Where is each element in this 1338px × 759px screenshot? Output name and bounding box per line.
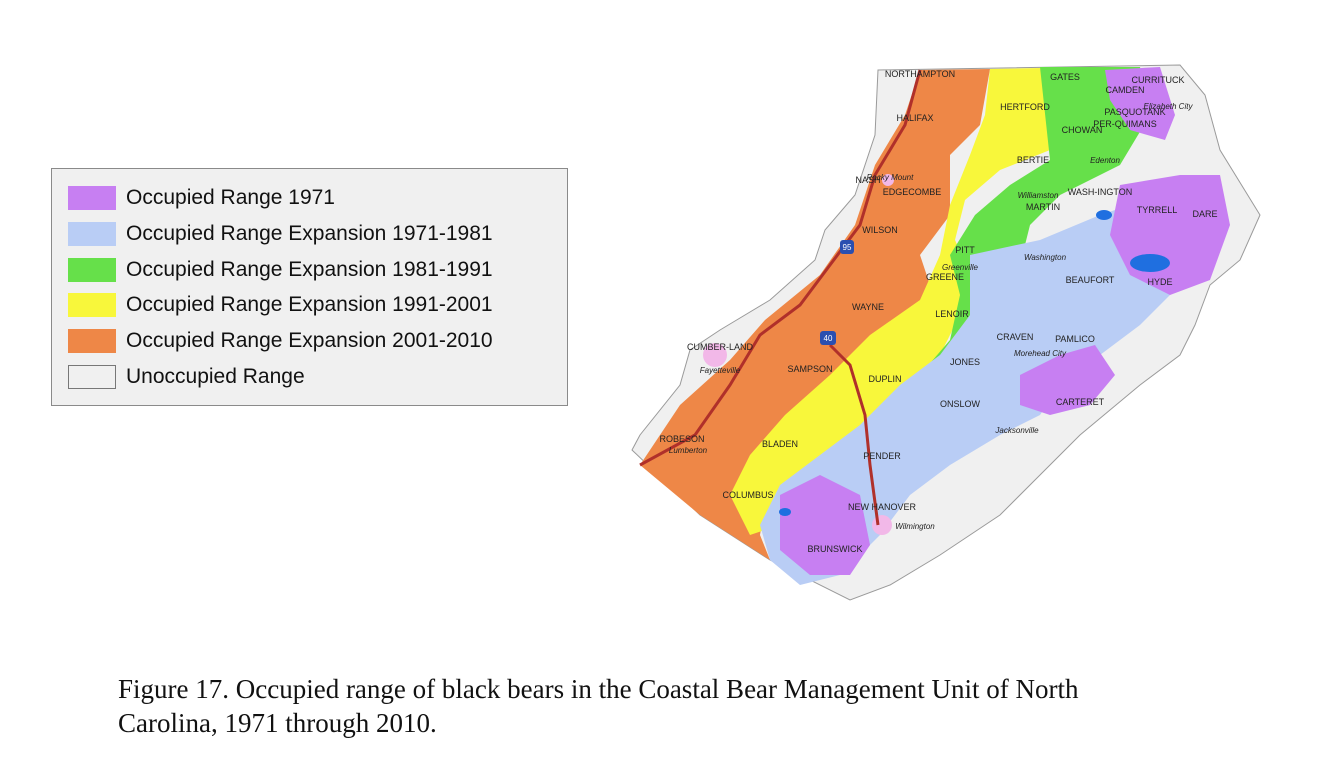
legend-item-1971: Occupied Range 1971 <box>68 183 335 213</box>
county-label: DARE <box>1192 209 1217 219</box>
county-label: SAMPSON <box>787 364 832 374</box>
legend-label: Occupied Range Expansion 1971-1981 <box>126 222 493 245</box>
lake-phelps <box>1096 210 1112 220</box>
legend-swatch <box>68 329 116 353</box>
county-label: BEAUFORT <box>1066 275 1115 285</box>
legend-item-1991-2001: Occupied Range Expansion 1991-2001 <box>68 290 493 320</box>
county-label: CHOWAN <box>1062 125 1103 135</box>
range-1991-2001 <box>730 67 1090 535</box>
lake-waccamaw <box>779 508 791 516</box>
county-label: NORTHAMPTON <box>885 69 955 79</box>
county-label: HALIFAX <box>896 113 933 123</box>
county-label: BERTIE <box>1017 155 1049 165</box>
svg-text:40: 40 <box>824 334 833 343</box>
range-1971-pamlico <box>1020 345 1115 415</box>
county-label: DUPLIN <box>868 374 901 384</box>
county-label: LENOIR <box>935 309 969 319</box>
highway-i40 <box>828 343 880 526</box>
county-label: JONES <box>950 357 980 367</box>
county-label: BLADEN <box>762 439 798 449</box>
map-legend: Occupied Range 1971 Occupied Range Expan… <box>51 168 568 406</box>
city-label: Jacksonville <box>994 426 1039 435</box>
county-label: CRAVEN <box>997 332 1034 342</box>
county-label: CUMBER-LAND <box>687 342 754 352</box>
legend-item-1971-1981: Occupied Range Expansion 1971-1981 <box>68 219 493 249</box>
legend-label: Occupied Range 1971 <box>126 186 335 209</box>
urban-fayetteville <box>703 343 727 367</box>
legend-item-1981-1991: Occupied Range Expansion 1981-1991 <box>68 255 493 285</box>
urban-rocky-mount <box>882 174 894 186</box>
legend-swatch <box>68 186 116 210</box>
city-label: Greenville <box>942 263 979 272</box>
county-label: ROBESON <box>659 434 704 444</box>
county-label: PENDER <box>863 451 901 461</box>
county-label: WASH-INGTON <box>1068 187 1133 197</box>
legend-swatch <box>68 293 116 317</box>
legend-label: Occupied Range Expansion 1981-1991 <box>126 258 493 281</box>
county-label: NASH <box>855 175 880 185</box>
city-label: Washington <box>1024 253 1067 262</box>
legend-item-2001-2010: Occupied Range Expansion 2001-2010 <box>68 326 493 356</box>
county-label: GREENE <box>926 272 964 282</box>
city-label: Morehead City <box>1014 349 1067 358</box>
range-1971-1981 <box>760 195 1190 585</box>
county-label: EDGECOMBE <box>883 187 942 197</box>
county-label: PER-QUIMANS <box>1093 119 1157 129</box>
county-label: GATES <box>1050 72 1080 82</box>
city-label: Williamston <box>1018 191 1059 200</box>
county-label: CARTERET <box>1056 397 1105 407</box>
figure-caption: Figure 17. Occupied range of black bears… <box>118 672 1318 740</box>
caption-line-1: Figure 17. Occupied range of black bears… <box>118 674 1079 704</box>
county-label: NEW HANOVER <box>848 502 917 512</box>
city-label: Lumberton <box>669 446 708 455</box>
county-label: MARTIN <box>1026 202 1060 212</box>
county-label: PAMLICO <box>1055 334 1095 344</box>
county-label: WAYNE <box>852 302 884 312</box>
svg-text:95: 95 <box>843 243 852 252</box>
county-label: TYRRELL <box>1137 205 1178 215</box>
legend-label: Occupied Range Expansion 2001-2010 <box>126 329 493 352</box>
city-label: Fayetteville <box>700 366 741 375</box>
county-label: CAMDEN <box>1105 85 1144 95</box>
legend-swatch <box>68 222 116 246</box>
county-label: PASQUOTANK <box>1104 107 1165 117</box>
legend-label: Occupied Range Expansion 1991-2001 <box>126 293 493 316</box>
county-label: COLUMBUS <box>722 490 773 500</box>
lake-mattamuskeet <box>1130 254 1170 272</box>
urban-wilmington <box>872 515 892 535</box>
county-label: HYDE <box>1147 277 1172 287</box>
county-label: ONSLOW <box>940 399 981 409</box>
range-1971-bladen <box>780 475 870 575</box>
city-label: Edenton <box>1090 156 1120 165</box>
legend-swatch <box>68 258 116 282</box>
highway-i95 <box>639 69 922 467</box>
county-label: PITT <box>955 245 975 255</box>
city-label: Wilmington <box>895 522 935 531</box>
legend-label: Unoccupied Range <box>126 365 305 388</box>
city-label: Rocky Mount <box>867 173 914 182</box>
range-1971-northeast <box>1105 67 1175 140</box>
county-label: BRUNSWICK <box>807 544 862 554</box>
legend-swatch <box>68 365 116 389</box>
i95-shield: 95 <box>840 240 854 254</box>
county-label: HERTFORD <box>1000 102 1050 112</box>
caption-line-2: Carolina, 1971 through 2010. <box>118 708 437 738</box>
range-2001-2010 <box>640 69 990 560</box>
county-label: CURRITUCK <box>1132 75 1185 85</box>
county-label: WILSON <box>862 225 898 235</box>
city-label: Elizabeth City <box>1144 102 1194 111</box>
legend-item-unoccupied: Unoccupied Range <box>68 362 305 392</box>
i40-shield: 40 <box>820 331 836 345</box>
